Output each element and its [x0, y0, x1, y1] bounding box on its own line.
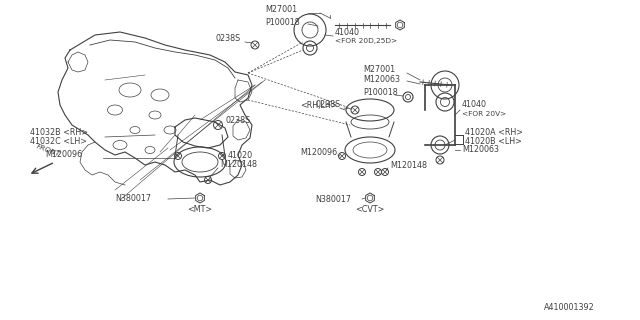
Text: 41032C <LH>: 41032C <LH> [30, 137, 87, 146]
Text: M120063: M120063 [363, 75, 400, 84]
Text: 41040: 41040 [335, 28, 360, 37]
Text: FRONT: FRONT [35, 144, 61, 158]
Text: <CVT>: <CVT> [355, 205, 385, 214]
Text: <RH,LH>: <RH,LH> [300, 101, 337, 110]
Text: 0238S: 0238S [215, 34, 240, 43]
Text: N380017: N380017 [315, 195, 351, 204]
Text: M120063: M120063 [462, 145, 499, 154]
Text: N380017: N380017 [115, 194, 151, 203]
Text: <FOR 20V>: <FOR 20V> [462, 111, 506, 117]
Text: M27001: M27001 [363, 65, 395, 74]
Text: P100018: P100018 [363, 88, 397, 97]
Text: P100018: P100018 [265, 18, 300, 27]
Text: 41020: 41020 [228, 151, 253, 160]
Text: M120148: M120148 [220, 160, 257, 169]
Text: M120148: M120148 [390, 161, 427, 170]
Text: 41040: 41040 [462, 100, 487, 109]
Text: 41020B <LH>: 41020B <LH> [465, 137, 522, 146]
Text: M120096: M120096 [45, 150, 82, 159]
Text: 41020A <RH>: 41020A <RH> [465, 128, 523, 137]
Text: 0238S: 0238S [315, 100, 340, 109]
Text: <MT>: <MT> [188, 205, 212, 214]
Text: M120096: M120096 [300, 148, 337, 157]
Text: <FOR 20D,25D>: <FOR 20D,25D> [335, 38, 397, 44]
Text: 41032B <RH>: 41032B <RH> [30, 128, 88, 137]
Text: A410001392: A410001392 [544, 303, 595, 312]
Text: M27001: M27001 [265, 5, 297, 14]
Text: 0238S: 0238S [225, 116, 250, 125]
